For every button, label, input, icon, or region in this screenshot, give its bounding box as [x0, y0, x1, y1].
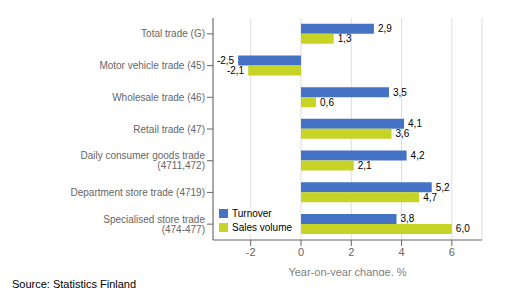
- svg-text:Daily consumer goods trade(471: Daily consumer goods trade(4711,472): [80, 150, 205, 171]
- svg-text:-2,1: -2,1: [227, 65, 245, 76]
- svg-text:6,0: 6,0: [456, 223, 470, 234]
- svg-text:Wholesale trade (46): Wholesale trade (46): [112, 92, 205, 103]
- svg-text:4: 4: [398, 246, 404, 258]
- svg-text:-2: -2: [246, 246, 256, 258]
- svg-text:3,8: 3,8: [401, 213, 415, 224]
- svg-text:0: 0: [298, 246, 304, 258]
- html-text:Sales volume: Sales volume: [232, 222, 292, 233]
- svg-text:3,5: 3,5: [393, 87, 407, 98]
- svg-text:Total trade (G): Total trade (G): [141, 28, 205, 39]
- svg-text:2,9: 2,9: [378, 23, 392, 34]
- svg-text:5,2: 5,2: [436, 182, 450, 193]
- svg-text:6: 6: [449, 246, 455, 258]
- svg-text:4,2: 4,2: [411, 150, 425, 161]
- svg-text:3,6: 3,6: [395, 128, 409, 139]
- svg-text:Year-on-year change, %: Year-on-year change, %: [288, 266, 406, 276]
- svg-text:Motor vehicle trade (45): Motor vehicle trade (45): [99, 60, 205, 71]
- svg-text:Department store trade (4719): Department store trade (4719): [70, 187, 205, 198]
- svg-text:2,1: 2,1: [358, 160, 372, 171]
- html-text:Source: Statistics Finland: Source: Statistics Finland: [12, 278, 137, 290]
- svg-text:-2,5: -2,5: [216, 54, 235, 66]
- svg-text:2: 2: [348, 246, 354, 258]
- svg-text:4,7: 4,7: [423, 192, 437, 203]
- svg-text:Retail trade (47): Retail trade (47): [133, 124, 205, 135]
- svg-text:1,3: 1,3: [338, 33, 352, 44]
- svg-text:Specialised store trade(474-47: Specialised store trade(474-477): [103, 214, 205, 235]
- html-text:Turnover: Turnover: [232, 208, 272, 219]
- svg-text:4,1: 4,1: [408, 118, 422, 129]
- svg-text:0,6: 0,6: [320, 97, 334, 108]
